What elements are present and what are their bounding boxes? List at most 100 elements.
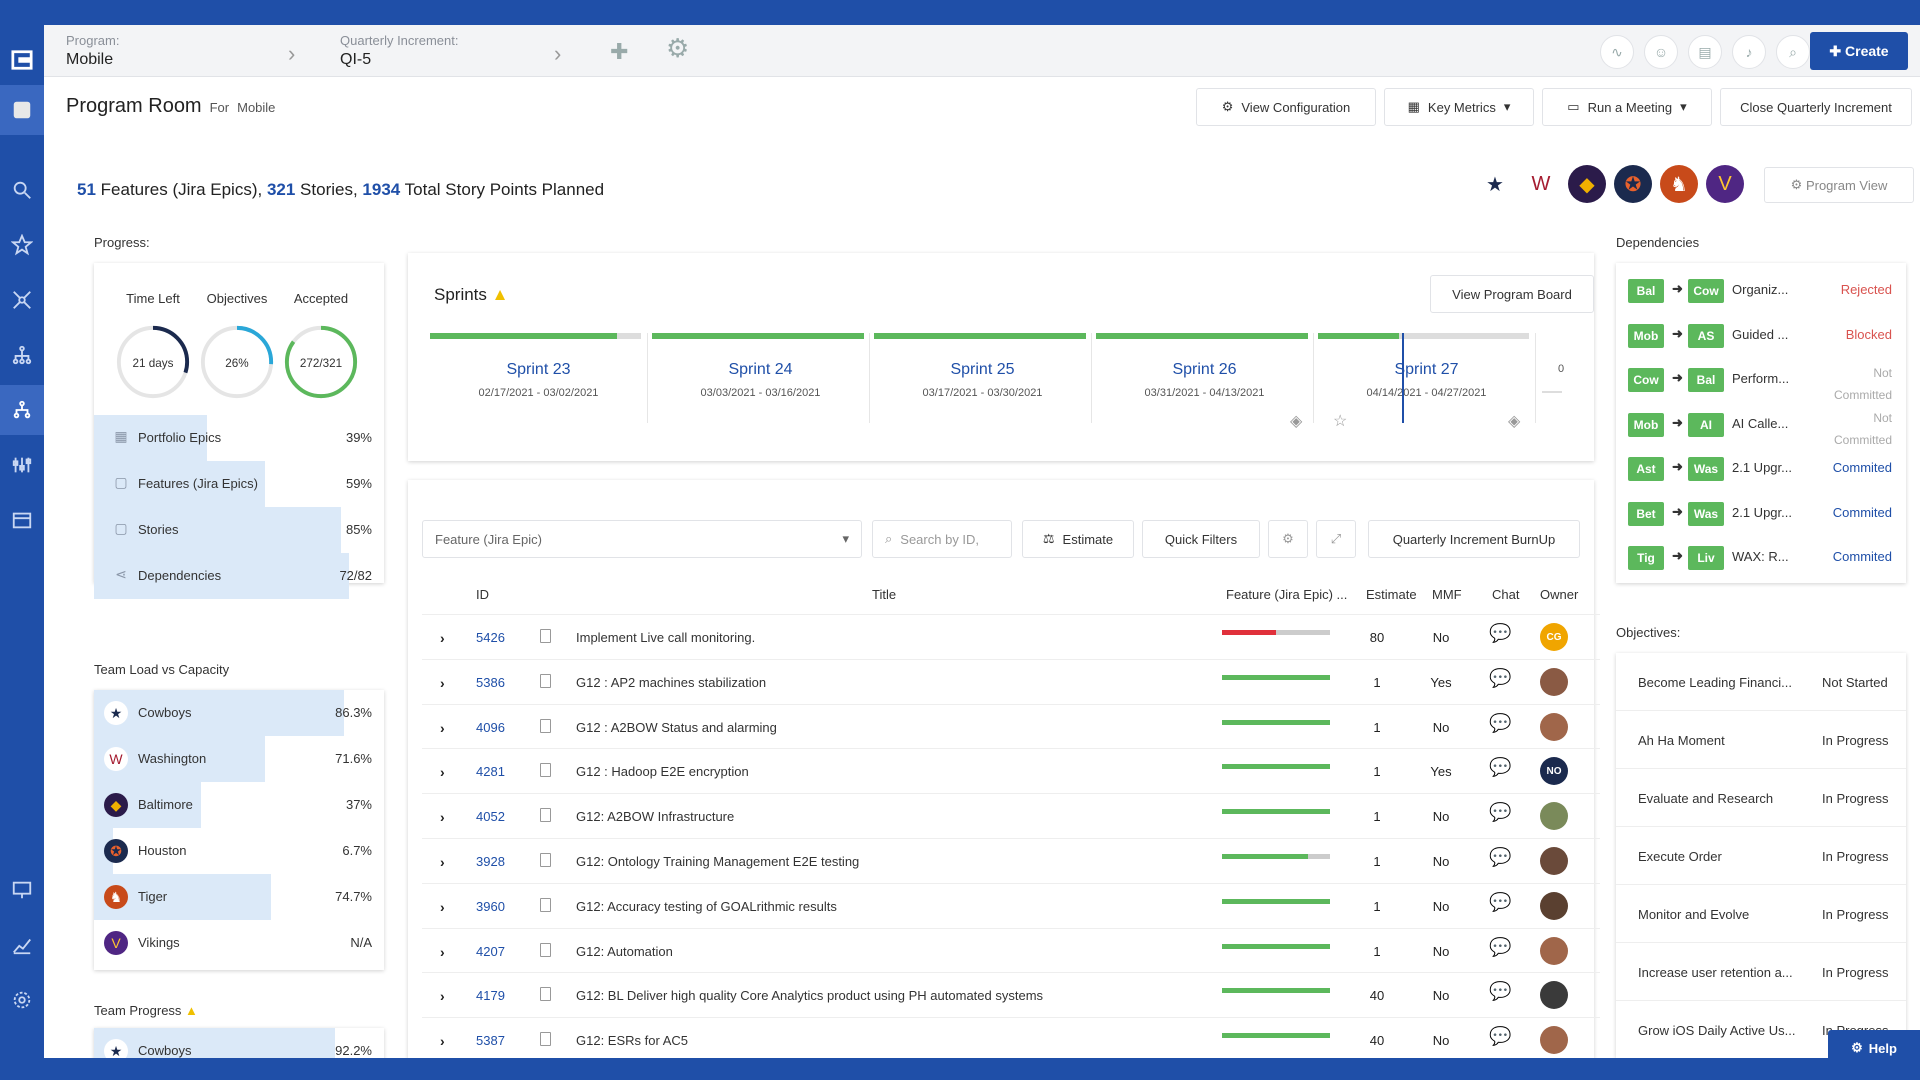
feature-title[interactable]: G12: Automation — [576, 943, 673, 959]
chat-bubble-icon[interactable]: 💬 — [1489, 667, 1512, 688]
dependency-row[interactable]: Ast ➜ Was 2.1 Upgr... Commited — [1616, 445, 1906, 489]
logo-icon[interactable] — [0, 35, 44, 85]
search-icon[interactable]: ⌕ — [1776, 35, 1810, 69]
settings-icon[interactable] — [0, 975, 44, 1025]
chart-icon[interactable] — [0, 920, 44, 970]
feature-id-link[interactable]: 5426 — [476, 630, 505, 645]
gear-icon[interactable]: ⚙ — [1268, 520, 1308, 558]
expand-chevron-icon[interactable]: › — [440, 809, 445, 826]
search-input[interactable]: ⌕ Search by ID, — [872, 520, 1012, 558]
feature-title[interactable]: Implement Live call monitoring. — [576, 630, 756, 645]
bell-icon[interactable]: ♪ — [1732, 35, 1766, 69]
table-row[interactable]: › 5386 G12 : AP2 machines stabilization 1 Ye… — [422, 658, 1600, 703]
expand-chevron-icon[interactable]: › — [440, 943, 445, 960]
objective-row[interactable]: Increase user retention a... In Progress — [1616, 943, 1906, 1001]
team-row[interactable]: ✪ Houston 6.7% — [94, 828, 384, 874]
feature-title[interactable]: G12: BL Deliver high quality Core Analyt… — [576, 988, 1044, 1004]
owner-avatar[interactable] — [1540, 847, 1568, 875]
star-icon[interactable] — [0, 220, 44, 270]
team-row[interactable]: ★ Cowboys 92.2% — [94, 1028, 384, 1058]
feature-type-select[interactable]: Feature (Jira Epic) ▾ — [422, 520, 862, 558]
expand-chevron-icon[interactable]: › — [440, 764, 445, 781]
table-row[interactable]: › 3960 G12: Accuracy testing of GOALrithmi… — [422, 882, 1600, 927]
clipboard-icon[interactable]: ▤ — [1688, 35, 1722, 69]
user-icon[interactable]: ☺ — [1644, 35, 1678, 69]
sprint-card[interactable]: Sprint 24 03/03/2021 - 03/16/2021 — [652, 333, 870, 423]
team-row[interactable]: ◆ Baltimore 37% — [94, 782, 384, 828]
dependency-row[interactable]: Mob ➜ AS Guided ... Blocked — [1616, 312, 1906, 356]
expand-chevron-icon[interactable]: › — [440, 988, 445, 1005]
plus-icon[interactable]: ✚ — [610, 39, 629, 64]
presentation-icon[interactable] — [0, 865, 44, 915]
gears-icon[interactable]: ⚙ — [666, 33, 690, 63]
tiger-logo-icon[interactable]: ♞ — [1660, 165, 1698, 203]
expand-chevron-icon[interactable]: › — [440, 898, 445, 915]
owner-avatar[interactable] — [1540, 981, 1568, 1010]
milestone-diamond-icon[interactable]: ◈ — [1508, 413, 1521, 430]
feature-id-link[interactable]: 4096 — [476, 719, 505, 735]
feature-id-link[interactable]: 4207 — [476, 943, 505, 959]
view-configuration-button[interactable]: ⚙ View Configuration — [1196, 88, 1376, 126]
feature-id-link[interactable]: 5387 — [476, 1033, 505, 1049]
dependency-row[interactable]: Mob ➜ AI AI Calle... Not Committed — [1616, 401, 1906, 447]
table-row[interactable]: › 4281 G12 : Hadoop E2E encryption 1 Yes 💬 NO — [422, 748, 1600, 792]
feature-title[interactable]: G12 : AP2 machines stabilization — [576, 674, 767, 690]
feature-title[interactable]: G12: Ontology Training Management E2E te… — [576, 854, 860, 869]
chat-bubble-icon[interactable]: 💬 — [1489, 936, 1512, 957]
objective-row[interactable]: Become Leading Financi... Not Started — [1616, 653, 1906, 711]
search-icon[interactable] — [0, 165, 44, 215]
create-button[interactable]: ✚ Create — [1810, 32, 1908, 70]
feature-id-link[interactable]: 3928 — [476, 854, 505, 869]
archive-icon[interactable] — [0, 495, 44, 545]
chat-bubble-icon[interactable]: 💬 — [1489, 802, 1512, 823]
feature-id-link[interactable]: 4052 — [476, 809, 505, 825]
expand-chevron-icon[interactable]: › — [440, 1033, 445, 1050]
chat-bubble-icon[interactable]: 💬 — [1489, 623, 1512, 643]
expand-chevron-icon[interactable]: › — [440, 674, 445, 691]
team-row[interactable]: W Washington 71.6% — [94, 736, 384, 782]
milestone-star-icon[interactable]: ☆ — [1333, 413, 1348, 430]
expand-chevron-icon[interactable]: › — [440, 854, 445, 870]
chat-bubble-icon[interactable]: 💬 — [1489, 1026, 1512, 1047]
expand-chevron-icon[interactable]: › — [440, 630, 445, 646]
help-button[interactable]: ⚙ Help — [1828, 1030, 1920, 1058]
sprint-card[interactable]: Sprint 25 03/17/2021 - 03/30/2021 — [874, 333, 1092, 423]
expand-chevron-icon[interactable]: › — [440, 719, 445, 736]
dependency-row[interactable]: Cow ➜ Bal Perform... Not Committed — [1616, 356, 1906, 402]
quick-filters-button[interactable]: Quick Filters — [1142, 520, 1260, 558]
chat-bubble-icon[interactable]: 💬 — [1489, 981, 1512, 1002]
owner-avatar[interactable]: NO — [1540, 757, 1568, 786]
team-row[interactable]: V Vikings N/A — [94, 920, 384, 966]
owner-avatar[interactable]: CG — [1540, 623, 1568, 651]
sprint-card[interactable]: Sprint 23 02/17/2021 - 03/02/2021 — [430, 333, 648, 423]
feature-title[interactable]: G12: ESRs for AC5 — [576, 1033, 688, 1049]
table-row[interactable]: › 5426 Implement Live call monitoring. 80 No… — [422, 614, 1600, 658]
avatar-icon[interactable] — [0, 85, 44, 135]
chat-bubble-icon[interactable]: 💬 — [1489, 757, 1512, 778]
feature-title[interactable]: G12: Accuracy testing of GOALrithmic res… — [576, 898, 837, 914]
houston-star-icon[interactable]: ✪ — [1614, 165, 1652, 203]
dependency-row[interactable]: Tig ➜ Liv WAX: R... Commited — [1616, 534, 1906, 578]
owner-avatar[interactable] — [1540, 802, 1568, 831]
chat-bubble-icon[interactable]: 💬 — [1489, 712, 1512, 733]
sprint-card[interactable]: Sprint 26 03/31/2021 - 04/13/2021 — [1096, 333, 1314, 423]
table-row[interactable]: › 4052 G12: A2BOW Infrastructure 1 No 💬 — [422, 793, 1600, 837]
run-meeting-button[interactable]: ▭ Run a Meeting ▾ — [1542, 88, 1712, 126]
owner-avatar[interactable] — [1540, 667, 1568, 696]
objective-row[interactable]: Ah Ha Moment In Progress — [1616, 711, 1906, 769]
progress-row[interactable]: ▢ Stories 85% — [94, 507, 384, 553]
washington-logo-icon[interactable]: W — [1522, 165, 1560, 203]
chat-bubble-icon[interactable]: 💬 — [1489, 847, 1512, 867]
team-row[interactable]: ★ Cowboys 86.3% — [94, 690, 384, 736]
dependency-row[interactable]: Bet ➜ Was 2.1 Upgr... Commited — [1616, 490, 1906, 534]
feature-title[interactable]: G12: A2BOW Infrastructure — [576, 809, 735, 825]
objective-row[interactable]: Monitor and Evolve In Progress — [1616, 885, 1906, 943]
hierarchy-icon[interactable] — [0, 330, 44, 380]
team-row[interactable]: ♞ Tiger 74.7% — [94, 874, 384, 920]
owner-avatar[interactable] — [1540, 1026, 1568, 1055]
objective-row[interactable]: Execute Order In Progress — [1616, 827, 1906, 885]
table-row[interactable]: › 5387 G12: ESRs for AC5 40 No 💬 — [422, 1017, 1600, 1058]
owner-avatar[interactable] — [1540, 712, 1568, 741]
program-selector[interactable]: Program: Mobile — [66, 33, 119, 69]
estimate-button[interactable]: ⚖ Estimate — [1022, 520, 1134, 558]
